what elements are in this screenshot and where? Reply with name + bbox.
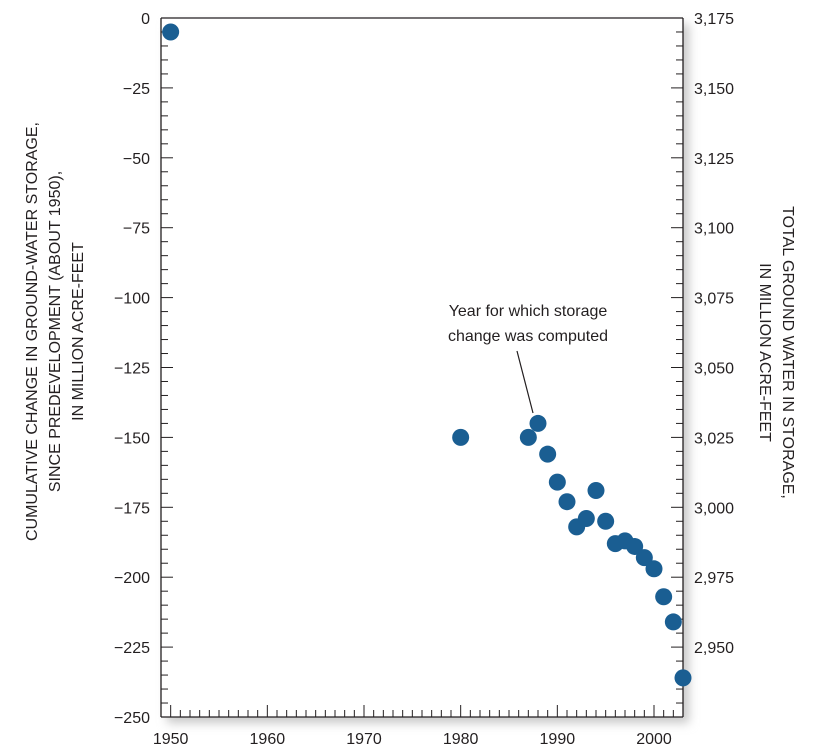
y-left-tick-label: −125 xyxy=(114,361,150,378)
y-left-tick-label: −250 xyxy=(114,710,150,727)
y-right-tick-label: 3,050 xyxy=(694,361,734,378)
y-right-tick-label: 3,150 xyxy=(694,81,734,98)
x-tick-label: 2000 xyxy=(636,731,672,748)
y-left-tick-label: −175 xyxy=(114,500,150,517)
data-point xyxy=(520,429,537,446)
plot-shadow xyxy=(161,18,689,723)
y-right-tick-label: 3,100 xyxy=(694,221,734,238)
plot-area xyxy=(161,18,683,717)
data-point xyxy=(559,493,576,510)
annotation-text-line: change was computed xyxy=(448,328,608,345)
y-left-tick-label: −225 xyxy=(114,640,150,657)
y-left-axis-title-line: SINCE PREDEVELOPMENT (ABOUT 1950), xyxy=(47,171,64,492)
data-point xyxy=(539,446,556,463)
data-point xyxy=(646,560,663,577)
y-right-tick-label: 2,950 xyxy=(694,640,734,657)
x-tick-label: 1960 xyxy=(250,731,286,748)
annotation-text-line: Year for which storage xyxy=(449,303,608,320)
x-tick-label: 1990 xyxy=(540,731,576,748)
data-point xyxy=(162,23,179,40)
y-left-tick-label: −75 xyxy=(123,221,150,238)
y-left-tick-label: −25 xyxy=(123,81,150,98)
data-point xyxy=(675,669,692,686)
y-right-axis-title-line: TOTAL GROUND WATER IN STORAGE, xyxy=(779,206,796,499)
x-tick-label: 1970 xyxy=(346,731,382,748)
y-left-axis-title-line: IN MILLION ACRE-FEET xyxy=(70,242,87,421)
y-left-axis-title-line: CUMULATIVE CHANGE IN GROUND-WATER STORAG… xyxy=(24,122,41,541)
y-left-tick-label: −150 xyxy=(114,430,150,447)
y-right-tick-label: 2,975 xyxy=(694,570,734,587)
y-left-tick-label: −100 xyxy=(114,291,150,308)
y-right-tick-label: 3,125 xyxy=(694,151,734,168)
y-right-tick-label: 3,000 xyxy=(694,500,734,517)
y-right-tick-label: 3,075 xyxy=(694,291,734,308)
data-point xyxy=(549,474,566,491)
y-left-tick-label: −50 xyxy=(123,151,150,168)
x-tick-label: 1950 xyxy=(153,731,189,748)
y-left-tick-label: −200 xyxy=(114,570,150,587)
y-right-tick-label: 3,025 xyxy=(694,430,734,447)
x-tick-label: 1980 xyxy=(443,731,479,748)
data-point xyxy=(588,482,605,499)
data-point xyxy=(655,588,672,605)
y-left-tick-label: 0 xyxy=(141,11,150,28)
data-point xyxy=(665,613,682,630)
y-right-axis-title-line: IN MILLION ACRE-FEET xyxy=(756,263,773,442)
data-point xyxy=(578,510,595,527)
data-point xyxy=(597,513,614,530)
data-point xyxy=(452,429,469,446)
data-point xyxy=(530,415,547,432)
y-right-tick-label: 3,175 xyxy=(694,11,734,28)
